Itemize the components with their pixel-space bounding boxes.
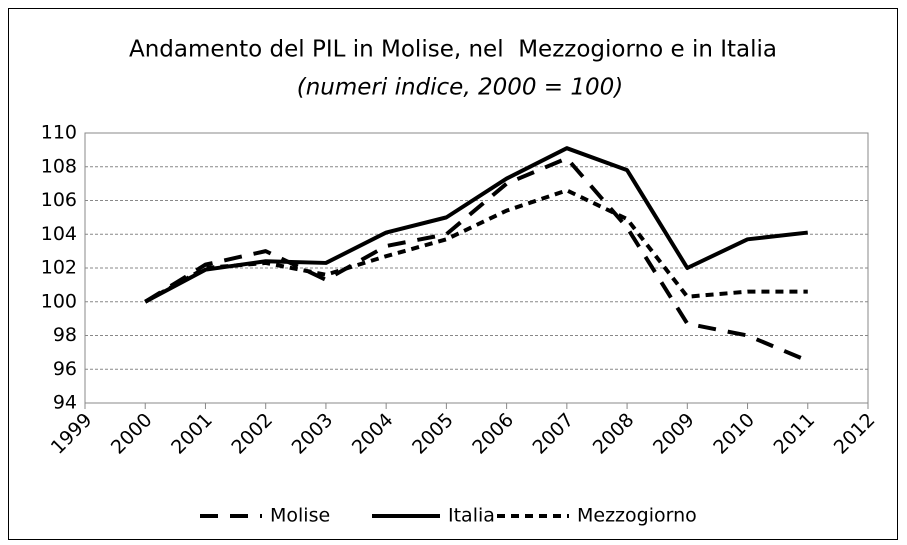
chart-subtitle: (numeri indice, 2000 = 100)	[297, 75, 624, 101]
plot-frame	[84, 132, 869, 404]
legend-label: Mezzogiorno	[577, 505, 697, 527]
legend-label: Italia	[448, 505, 495, 527]
y-tick-label: 102	[41, 257, 77, 279]
y-tick-label: 98	[53, 324, 77, 346]
y-tick-label: 96	[53, 358, 77, 380]
y-tick-label: 94	[53, 392, 77, 414]
series-line	[144, 188, 808, 304]
y-tick-label: 106	[41, 189, 77, 211]
y-tick-label: 110	[41, 122, 77, 144]
y-tick-label: 100	[41, 290, 77, 312]
chart-title: Andamento del PIL in Molise, nel Mezzogi…	[129, 37, 777, 63]
legend-label: Molise	[270, 505, 330, 527]
chart-frame	[8, 8, 898, 540]
y-tick-label: 108	[41, 155, 77, 177]
y-tick-label: 104	[41, 223, 77, 245]
series-line	[144, 156, 809, 363]
